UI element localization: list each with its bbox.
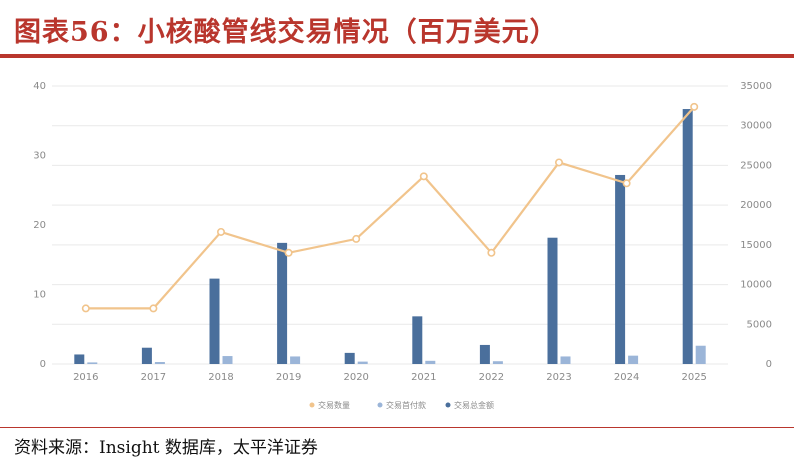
legend-label: 交易数量 (318, 400, 350, 410)
point-deal-count (284, 248, 293, 257)
grid-layer (52, 85, 728, 365)
bar-deal-total (141, 347, 152, 364)
point-deal-count (217, 227, 226, 236)
bar-upfront (695, 345, 706, 364)
bar-upfront (222, 356, 233, 364)
legend-label: 交易首付款 (386, 400, 426, 410)
x-axis-tick-label: 2025 (681, 372, 706, 383)
x-axis-tick-label: 2018 (208, 372, 233, 383)
point-deal-count (622, 179, 631, 188)
x-axis-tick-label: 2020 (343, 372, 368, 383)
point-deal-count (81, 304, 90, 313)
point-deal-count (690, 102, 699, 111)
legend-label: 交易总金额 (454, 400, 494, 410)
bar-deal-total (344, 352, 355, 364)
point-deal-count (352, 234, 361, 243)
right-axis-tick-label: 30000 (740, 121, 772, 132)
x-axis-tick-label: 2024 (614, 372, 639, 383)
right-axis-tick-label: 15000 (740, 240, 772, 251)
x-axis-tick-label: 2017 (141, 372, 166, 383)
bars-layer (74, 109, 706, 364)
left-axis-tick-label: 30 (33, 151, 46, 162)
right-axis-tick-label: 20000 (740, 200, 772, 211)
left-axis-tick-label: 0 (40, 359, 46, 370)
point-deal-count (554, 158, 563, 167)
chart-title: 图表56：小核酸管线交易情况（百万美元） (14, 17, 558, 48)
x-axis-tick-label: 2016 (73, 372, 98, 383)
left-axis-tick-label: 20 (33, 220, 46, 231)
point-deal-count (419, 172, 428, 181)
bar-upfront (425, 360, 436, 364)
bar-deal-total (479, 344, 490, 364)
point-deal-count (149, 304, 158, 313)
bar-deal-total (277, 242, 288, 364)
bar-deal-total (412, 316, 423, 364)
bar-upfront (290, 356, 301, 364)
chart-frame: 0 5000 10000 15000 20000 25000 30000 35000 0 10 20… (0, 58, 794, 424)
legend-swatch (309, 402, 315, 408)
bar-upfront (154, 362, 165, 364)
bar-upfront (628, 355, 639, 364)
legend-swatch (377, 402, 383, 408)
legend-swatch (445, 402, 451, 408)
source-divider (0, 427, 794, 428)
left-axis-tick-label: 40 (33, 81, 46, 92)
right-axis-tick-label: 0 (766, 359, 772, 370)
x-axis-tick-label: 2021 (411, 372, 436, 383)
x-axis-tick-label: 2023 (546, 372, 571, 383)
left-axis-tick-label: 10 (33, 290, 46, 301)
bar-upfront (492, 361, 503, 364)
bar-deal-total (682, 109, 693, 364)
right-axis-tick-label: 35000 (740, 81, 772, 92)
bar-deal-total (547, 237, 558, 364)
right-axis-tick-label: 25000 (740, 160, 772, 171)
axis-layer: 0 5000 10000 15000 20000 25000 30000 35000 0 10 20… (33, 81, 772, 383)
bar-upfront (357, 361, 368, 364)
title-underline (0, 54, 794, 58)
line-layer (81, 102, 699, 313)
bar-deal-total (74, 354, 85, 364)
right-axis-tick-label: 5000 (747, 319, 772, 330)
bar-deal-total (209, 278, 220, 364)
line-deal-count (85, 106, 696, 310)
right-axis-tick-label: 10000 (740, 280, 772, 291)
source-note: 资料来源：Insight 数据库，太平洋证券 (14, 438, 318, 458)
x-axis-tick-label: 2022 (479, 372, 504, 383)
combo-chart: 0 5000 10000 15000 20000 25000 30000 35000 0 10 20… (33, 81, 772, 410)
bar-deal-total (615, 174, 626, 364)
legend-layer: 交易数量 交易首付款 交易总金额 (309, 400, 494, 410)
point-deal-count (487, 248, 496, 257)
bar-upfront (87, 362, 98, 364)
x-axis-tick-label: 2019 (276, 372, 301, 383)
bar-upfront (560, 356, 571, 364)
